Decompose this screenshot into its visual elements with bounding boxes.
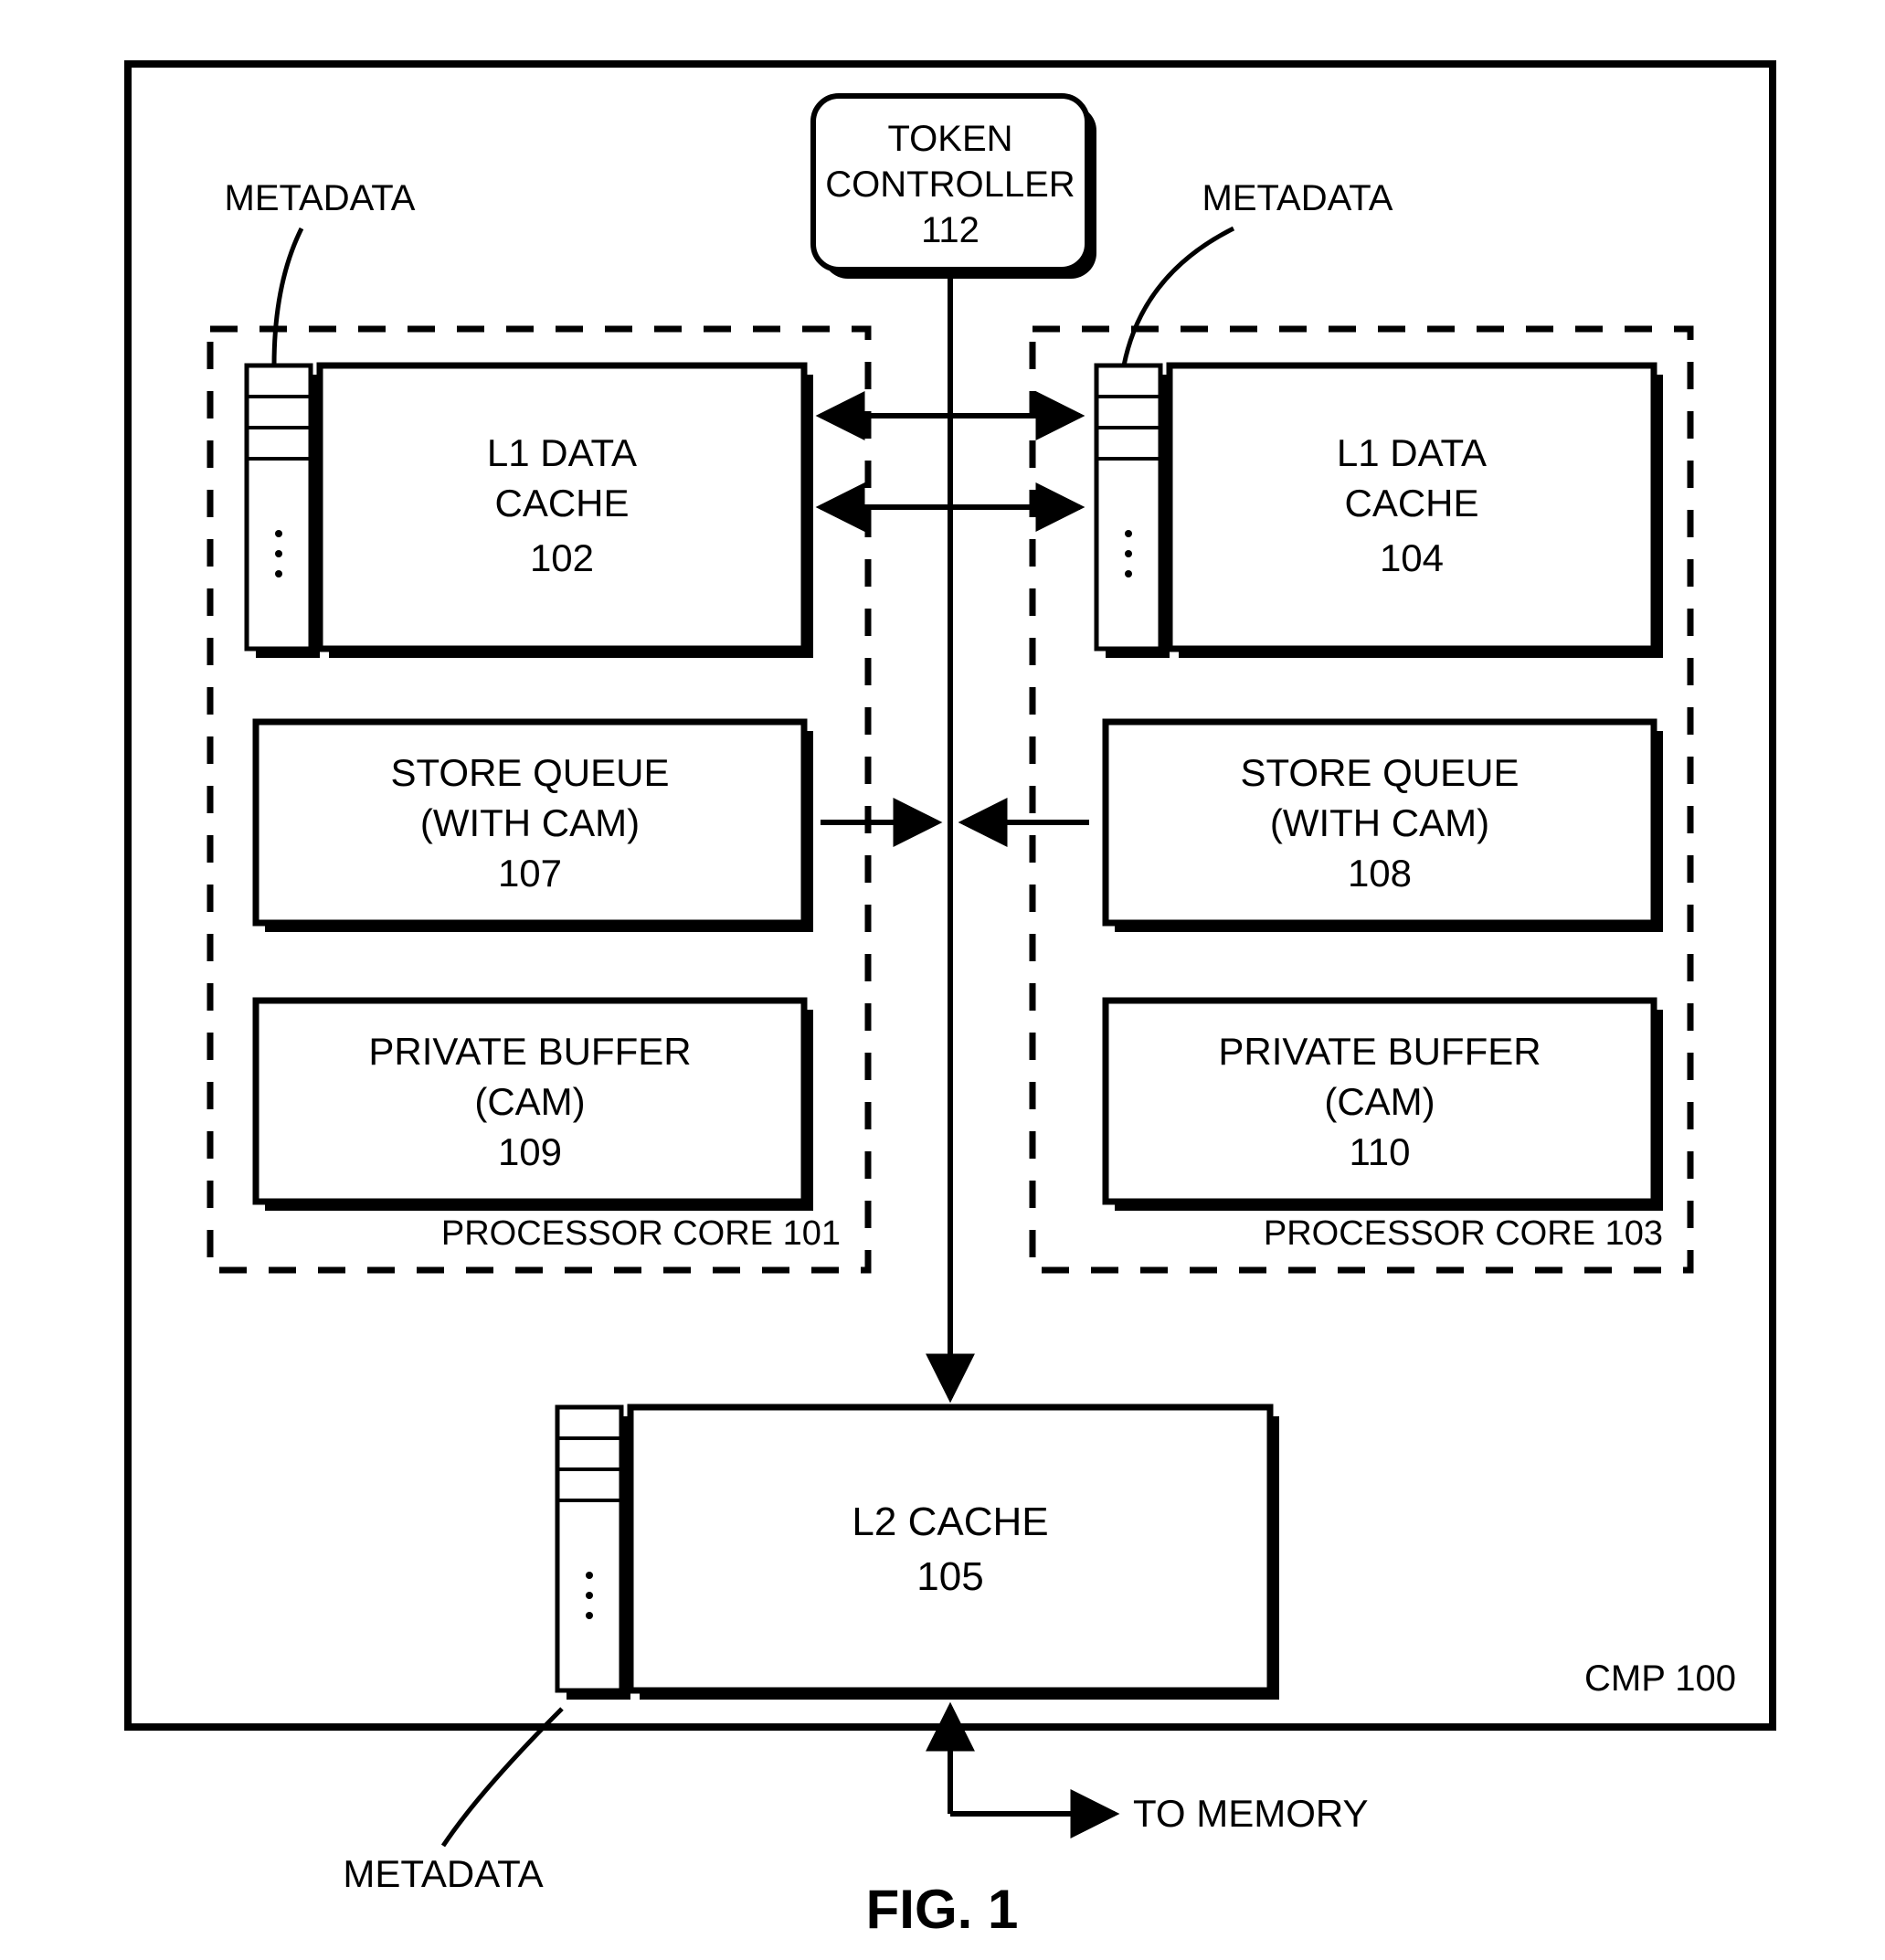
meta-strip-left <box>247 366 311 649</box>
l1-right-title: L1 DATA <box>1337 431 1487 474</box>
store-queue-right-num: 108 <box>1348 852 1412 895</box>
token-controller-sub: CONTROLLER <box>825 164 1075 205</box>
metadata-leader-right <box>1124 228 1234 366</box>
store-queue-left-num: 107 <box>498 852 562 895</box>
meta-strip-right-dot <box>1125 530 1132 537</box>
processor-core-right-label: PROCESSOR CORE 103 <box>1264 1214 1663 1253</box>
private-buffer-right-num: 110 <box>1350 1130 1411 1173</box>
l2-num: 105 <box>916 1554 983 1599</box>
meta-strip-l2 <box>557 1407 621 1690</box>
private-buffer-right-title: PRIVATE BUFFER <box>1218 1030 1541 1073</box>
private-buffer-left-num: 109 <box>498 1130 562 1173</box>
l1-right-sub: CACHE <box>1344 482 1478 524</box>
l2-cache <box>630 1407 1270 1690</box>
meta-strip-right-dot <box>1125 550 1132 557</box>
store-queue-left-sub: (WITH CAM) <box>420 801 640 844</box>
private-buffer-left-sub: (CAM) <box>474 1080 585 1123</box>
store-queue-left-title: STORE QUEUE <box>391 751 670 794</box>
l2-title: L2 CACHE <box>852 1499 1048 1544</box>
l1-right-num: 104 <box>1380 536 1444 579</box>
meta-strip-left-dot <box>275 530 282 537</box>
metadata-label-right: METADATA <box>1202 178 1393 218</box>
processor-core-left-label: PROCESSOR CORE 101 <box>441 1214 841 1253</box>
figure-label: FIG. 1 <box>866 1879 1019 1940</box>
l1-left-sub: CACHE <box>494 482 629 524</box>
l1-left-num: 102 <box>530 536 594 579</box>
meta-strip-l2-dot <box>586 1612 593 1619</box>
to-memory-label: TO MEMORY <box>1133 1792 1368 1835</box>
meta-strip-l2-dot <box>586 1592 593 1599</box>
private-buffer-left-title: PRIVATE BUFFER <box>368 1030 691 1073</box>
metadata-label-left: METADATA <box>225 178 416 218</box>
diagram-root: CMP 100 TOKEN CONTROLLER 112 PROCESSOR CORE … <box>0 0 1885 1960</box>
l1-left-title: L1 DATA <box>487 431 637 474</box>
meta-strip-left-dot <box>275 570 282 577</box>
metadata-label-l2: METADATA <box>343 1852 543 1895</box>
meta-strip-right-dot <box>1125 570 1132 577</box>
metadata-leader-left <box>274 228 302 366</box>
private-buffer-right-sub: (CAM) <box>1324 1080 1435 1123</box>
token-controller-title: TOKEN <box>887 119 1012 159</box>
store-queue-right-sub: (WITH CAM) <box>1270 801 1489 844</box>
token-controller-num: 112 <box>921 210 980 250</box>
meta-strip-left-dot <box>275 550 282 557</box>
meta-strip-right <box>1096 366 1160 649</box>
store-queue-right-title: STORE QUEUE <box>1241 751 1520 794</box>
cmp-label: CMP 100 <box>1584 1658 1736 1699</box>
meta-strip-l2-dot <box>586 1572 593 1579</box>
